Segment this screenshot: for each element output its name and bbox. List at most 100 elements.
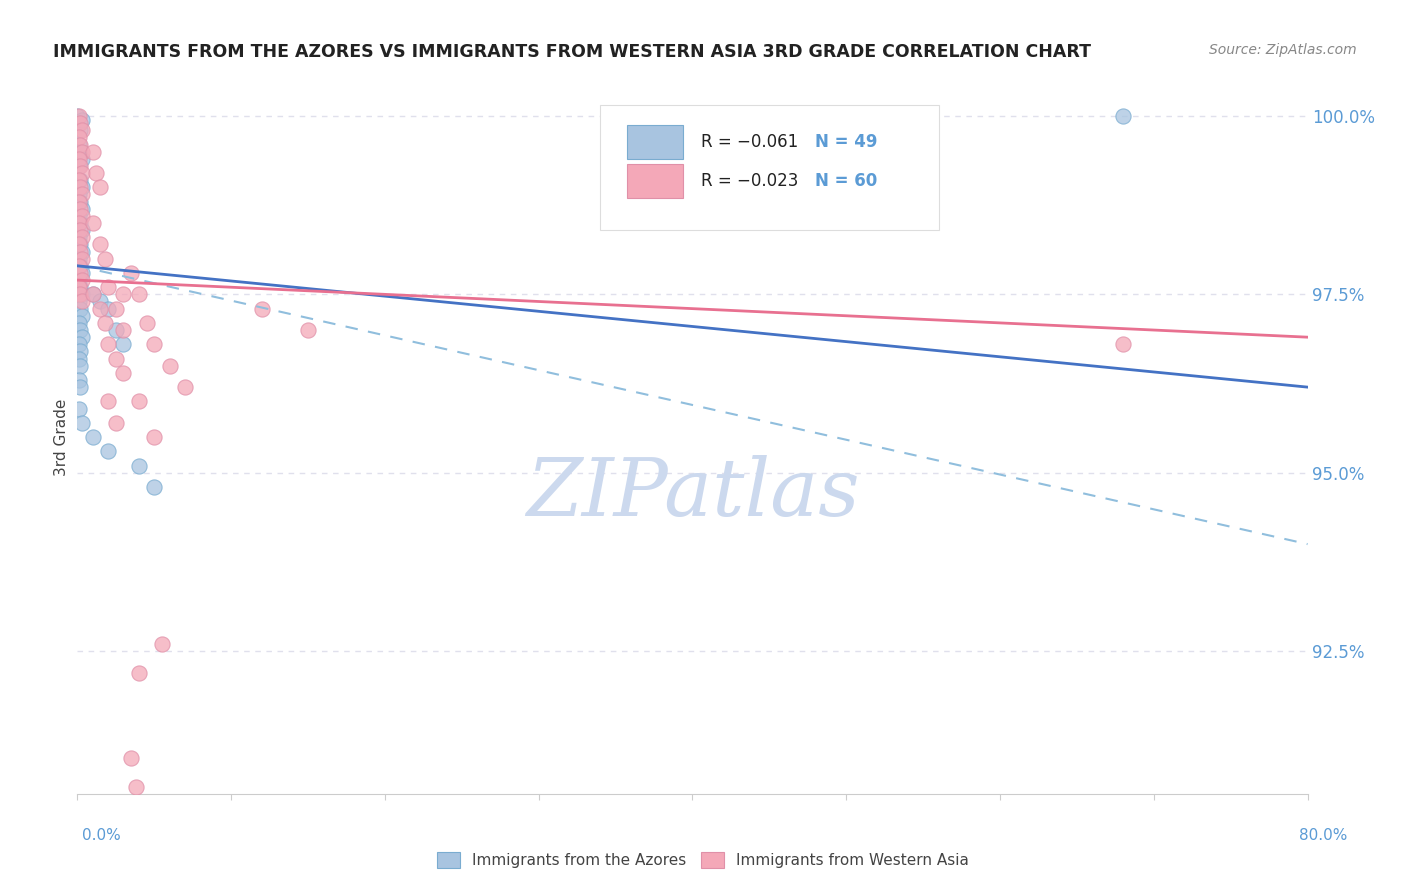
Point	[112, 337, 135, 351]
Point	[128, 287, 150, 301]
Point	[67, 230, 90, 244]
Point	[69, 145, 91, 159]
Point	[69, 323, 91, 337]
Point	[70, 252, 93, 266]
Point	[66, 109, 89, 123]
Point	[69, 159, 91, 173]
Point	[89, 294, 111, 309]
Point	[69, 173, 91, 187]
Point	[70, 145, 93, 159]
Point	[70, 230, 93, 244]
Point	[82, 287, 104, 301]
Text: IMMIGRANTS FROM THE AZORES VS IMMIGRANTS FROM WESTERN ASIA 3RD GRADE CORRELATION: IMMIGRANTS FROM THE AZORES VS IMMIGRANTS…	[53, 43, 1091, 61]
Point	[70, 309, 93, 323]
Point	[128, 665, 150, 680]
Point	[67, 337, 90, 351]
Point	[97, 394, 120, 409]
Point	[70, 152, 93, 166]
Point	[70, 223, 93, 237]
Text: 80.0%: 80.0%	[1299, 828, 1347, 843]
Point	[69, 202, 91, 216]
Point	[67, 316, 90, 330]
Point	[67, 152, 90, 166]
Point	[67, 216, 90, 230]
Point	[69, 359, 91, 373]
Point	[67, 116, 90, 130]
Point	[67, 194, 90, 209]
Point	[67, 401, 90, 416]
Point	[67, 252, 90, 266]
Text: R = −0.023: R = −0.023	[702, 172, 799, 190]
Point	[70, 273, 93, 287]
Point	[69, 180, 91, 194]
Point	[112, 323, 135, 337]
Point	[97, 444, 120, 458]
Point	[70, 180, 93, 194]
Point	[67, 173, 90, 187]
Point	[69, 244, 91, 259]
Point	[69, 123, 91, 137]
Point	[67, 137, 90, 152]
Point	[67, 109, 90, 123]
Point	[70, 330, 93, 344]
Point	[94, 316, 117, 330]
Point	[69, 237, 91, 252]
Point	[70, 187, 93, 202]
Bar	[627, 125, 683, 159]
Legend: Immigrants from the Azores, Immigrants from Western Asia: Immigrants from the Azores, Immigrants f…	[437, 853, 969, 868]
Text: N = 49: N = 49	[815, 133, 877, 151]
Point	[69, 280, 91, 294]
Point	[128, 458, 150, 473]
Point	[112, 366, 135, 380]
Point	[97, 301, 120, 316]
Y-axis label: 3rd Grade: 3rd Grade	[53, 399, 69, 475]
Point	[70, 287, 93, 301]
Point	[97, 280, 120, 294]
Point	[104, 301, 127, 316]
Point	[104, 416, 127, 430]
Point	[125, 780, 148, 794]
Point	[89, 180, 111, 194]
Point	[67, 273, 90, 287]
Point	[67, 373, 90, 387]
Point	[89, 301, 111, 316]
Point	[120, 751, 142, 765]
Point	[159, 359, 181, 373]
Point	[104, 323, 127, 337]
Point	[69, 301, 91, 316]
Point	[67, 259, 90, 273]
Point	[70, 294, 93, 309]
Point	[67, 351, 90, 366]
Point	[70, 266, 93, 280]
Point	[1112, 337, 1135, 351]
Point	[70, 112, 93, 127]
Point	[94, 252, 117, 266]
Point	[120, 266, 142, 280]
Point	[297, 323, 319, 337]
Point	[69, 194, 91, 209]
Point	[70, 202, 93, 216]
Point	[84, 166, 107, 180]
Point	[143, 430, 166, 444]
Point	[128, 394, 150, 409]
FancyBboxPatch shape	[600, 105, 939, 230]
Point	[69, 344, 91, 359]
Point	[82, 287, 104, 301]
Point	[67, 187, 90, 202]
Point	[69, 287, 91, 301]
Text: N = 60: N = 60	[815, 172, 877, 190]
Text: 0.0%: 0.0%	[82, 828, 121, 843]
Point	[69, 116, 91, 130]
Point	[70, 209, 93, 223]
Point	[70, 123, 93, 137]
Point	[67, 237, 90, 252]
Point	[69, 216, 91, 230]
Point	[97, 337, 120, 351]
Point	[67, 209, 90, 223]
Point	[143, 337, 166, 351]
Point	[67, 130, 90, 145]
Point	[67, 159, 90, 173]
Point	[70, 166, 93, 180]
Bar	[627, 164, 683, 198]
Point	[89, 237, 111, 252]
